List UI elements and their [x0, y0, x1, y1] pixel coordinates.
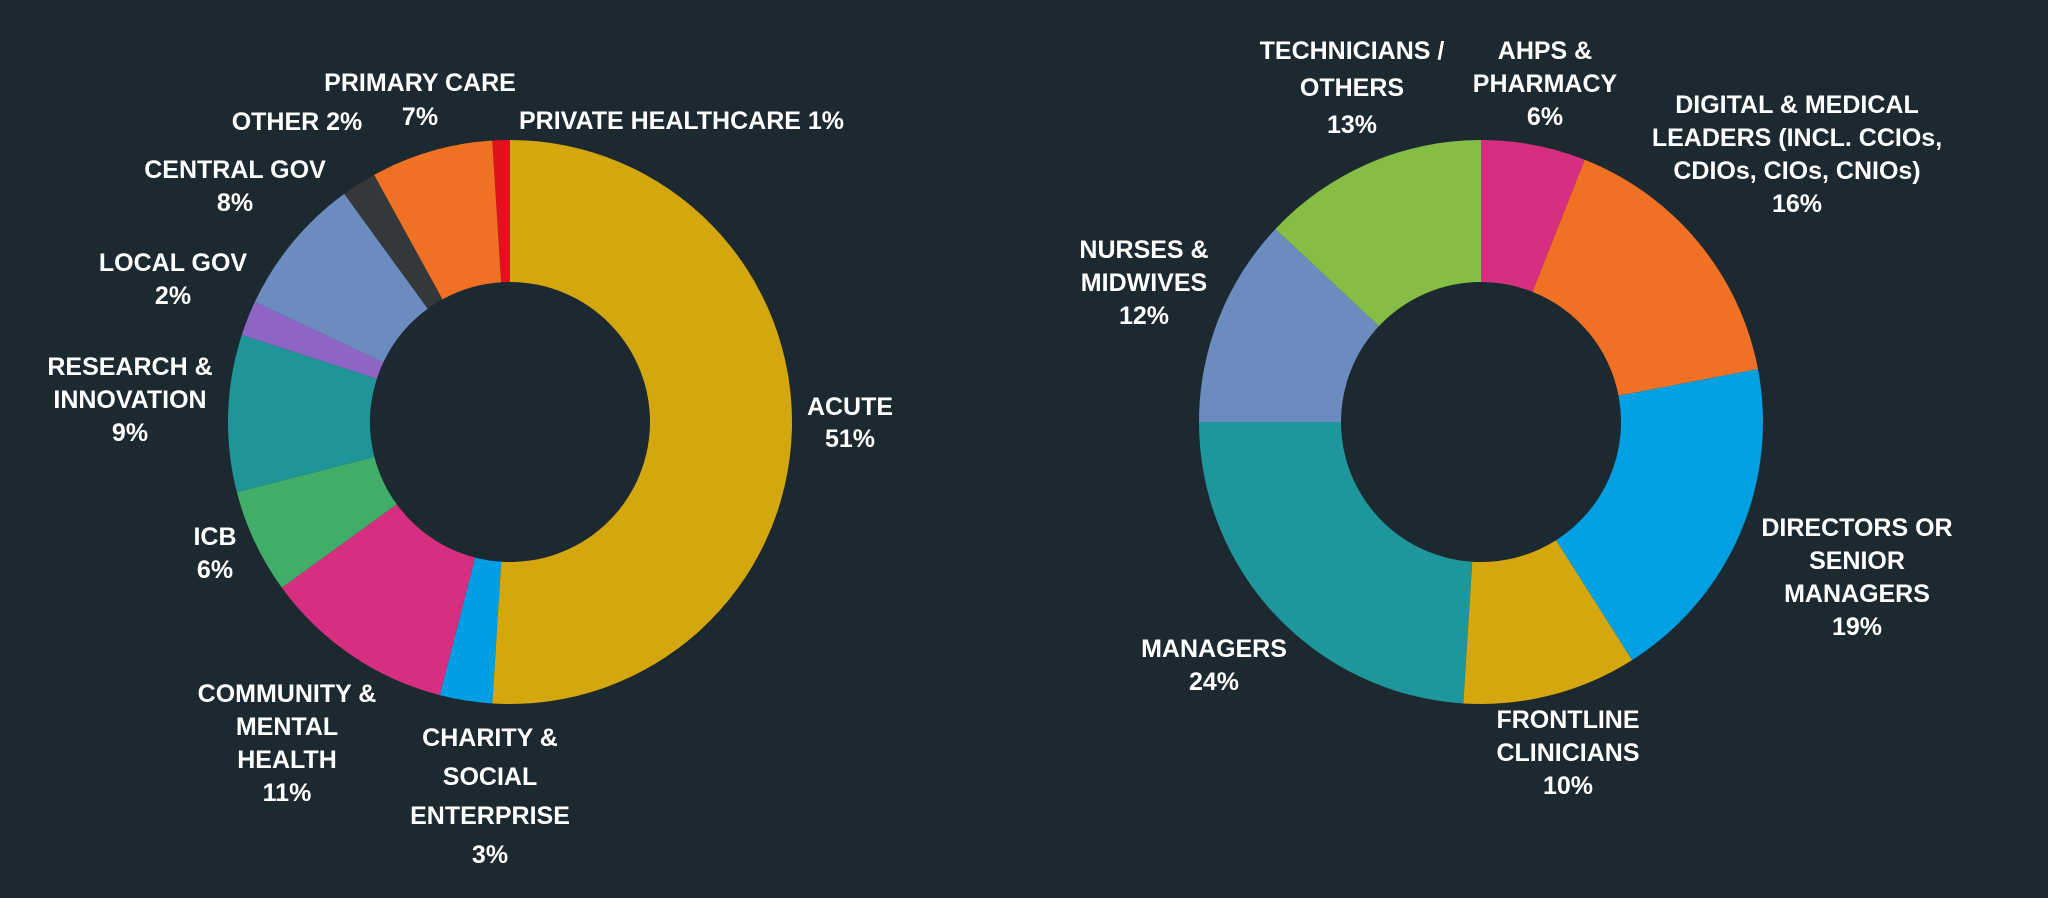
slice-label-line: DIRECTORS OR — [1761, 514, 1952, 542]
slice-icb — [236, 456, 397, 588]
slice-label-ahps-pharmacy: AHPS & PHARMACY 6% — [1473, 37, 1618, 131]
slice-label-line: 7% — [402, 103, 438, 131]
slice-label-line: 24% — [1189, 668, 1239, 696]
slice-label-line: 3% — [472, 841, 508, 869]
slice-label-research-innovation: RESEARCH & INNOVATION 9% — [47, 353, 212, 447]
slice-nurses-midwives — [1199, 228, 1379, 422]
slice-label-line: RESEARCH & — [47, 353, 212, 381]
slice-central-gov — [254, 193, 428, 363]
slice-label-central-gov: CENTRAL GOV 8% — [144, 156, 326, 217]
slice-label-local-gov: LOCAL GOV 2% — [99, 249, 247, 310]
slice-label-line: LEADERS (INCL. CCIOs, — [1652, 124, 1942, 152]
donut-chart-role: AHPS & PHARMACY 6% DIGITAL & MEDICAL LEADERS… — [1079, 37, 1952, 800]
slice-label-line: PRIVATE HEALTHCARE 1% — [519, 107, 844, 135]
slice-label-line: DIGITAL & MEDICAL — [1675, 91, 1919, 119]
slice-label-directors-or-senior-managers: DIRECTORS OR SENIOR MANAGERS 19% — [1761, 514, 1952, 641]
slice-label-nurses-midwives: NURSES & MIDWIVES 12% — [1079, 236, 1208, 330]
slice-label-line: AHPS & — [1498, 37, 1592, 65]
slice-label-line: 19% — [1832, 613, 1882, 641]
slice-label-line: MANAGERS — [1784, 580, 1930, 608]
slice-label-managers: MANAGERS 24% — [1141, 635, 1287, 696]
slice-label-line: MANAGERS — [1141, 635, 1287, 663]
slice-label-line: PRIMARY CARE — [324, 69, 516, 97]
slice-label-line: 8% — [217, 189, 253, 217]
slice-label-line: CDIOs, CIOs, CNIOs) — [1673, 157, 1920, 185]
slice-label-line: INNOVATION — [53, 386, 206, 414]
slice-label-charity-social-enterprise: CHARITY & SOCIAL ENTERPRISE 3% — [410, 724, 570, 869]
slice-label-line: 11% — [263, 779, 312, 807]
slice-local-gov — [241, 301, 384, 379]
slice-label-line: NURSES & — [1079, 236, 1208, 264]
slice-research-innovation — [228, 334, 377, 493]
slice-label-icb: ICB 6% — [193, 523, 236, 584]
slice-directors-or-senior-managers — [1556, 369, 1763, 661]
slice-label-line: 6% — [1527, 103, 1563, 131]
slice-technicians-others — [1275, 140, 1481, 327]
slice-label-line: SENIOR — [1809, 547, 1905, 575]
slice-label-line: 10% — [1543, 772, 1593, 800]
slice-community-mental-health — [281, 504, 476, 696]
slice-label-line: FRONTLINE — [1496, 706, 1639, 734]
slice-private-healthcare — [492, 140, 510, 283]
slice-digital-medical-leaders-incl-ccios-cdios-cios-cnios — [1532, 159, 1759, 396]
slice-managers — [1199, 422, 1473, 704]
slice-label-line: TECHNICIANS / — [1260, 37, 1445, 65]
slice-label-line: 16% — [1772, 190, 1822, 218]
slice-label-acute: ACUTE 51% — [807, 393, 893, 453]
slice-acute — [492, 140, 793, 704]
slice-label-other: OTHER 2% — [232, 108, 363, 136]
slice-label-line: ENTERPRISE — [410, 802, 570, 830]
slice-label-line: 51% — [825, 425, 875, 453]
slice-label-line: CHARITY & — [422, 724, 558, 752]
slice-label-line: COMMUNITY & — [198, 680, 377, 708]
slice-label-line: 9% — [112, 419, 148, 447]
slice-label-line: HEALTH — [237, 746, 337, 774]
donut-chart-organisation: ACUTE 51% CHARITY & SOCIAL ENTERPRISE 3% COMMU… — [47, 69, 893, 869]
slice-label-digital-medical-leaders-incl-ccios-cdios-cios-cnios: DIGITAL & MEDICAL LEADERS (INCL. CCIOs, CD… — [1652, 91, 1942, 218]
slice-label-line: 13% — [1327, 111, 1377, 139]
slice-frontline-clinicians — [1463, 540, 1633, 704]
slice-other — [344, 174, 443, 309]
slice-label-line: LOCAL GOV — [99, 249, 247, 277]
slice-label-community-mental-health: COMMUNITY & MENTAL HEALTH 11% — [198, 680, 377, 807]
slice-charity-social-enterprise — [439, 557, 502, 704]
slice-label-line: 12% — [1119, 302, 1169, 330]
slice-label-line: SOCIAL — [443, 763, 537, 791]
slice-label-technicians-others: TECHNICIANS / OTHERS 13% — [1260, 37, 1445, 139]
slice-ahps-pharmacy — [1481, 140, 1585, 292]
slice-label-line: CENTRAL GOV — [144, 156, 326, 184]
slice-label-line: OTHER 2% — [232, 108, 363, 136]
slice-label-line: OTHERS — [1300, 74, 1404, 102]
slice-label-frontline-clinicians: FRONTLINE CLINICIANS 10% — [1496, 706, 1639, 800]
slice-label-line: ACUTE — [807, 393, 893, 421]
slice-primary-care — [374, 140, 502, 300]
slice-label-line: MIDWIVES — [1081, 269, 1207, 297]
slice-label-line: MENTAL — [236, 713, 338, 741]
slice-label-line: 6% — [197, 556, 233, 584]
slice-label-primary-care: PRIMARY CARE 7% — [324, 69, 516, 131]
slice-label-line: PHARMACY — [1473, 70, 1618, 98]
slice-label-line: CLINICIANS — [1496, 739, 1639, 767]
slice-label-line: ICB — [193, 523, 236, 551]
slice-label-private-healthcare: PRIVATE HEALTHCARE 1% — [519, 107, 844, 135]
slice-label-line: 2% — [155, 282, 191, 310]
